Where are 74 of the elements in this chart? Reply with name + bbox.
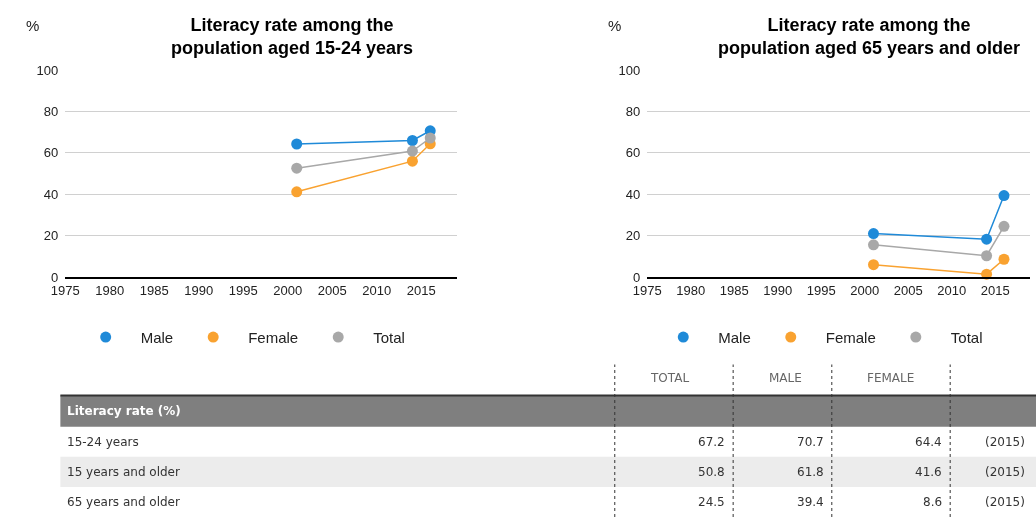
legend-label: Total (950, 328, 983, 346)
point (406, 145, 418, 157)
category-label: 15-24 years (67, 435, 139, 449)
y-tick-label: 60 (43, 145, 59, 161)
data-label: 39.4 (797, 495, 824, 509)
point (981, 250, 993, 262)
point (406, 134, 418, 146)
legend-label: Female (825, 328, 876, 346)
x-tick-label: 1985 (139, 282, 169, 298)
category-label: 65 years and older (67, 495, 180, 509)
x-tick-label: 1995 (228, 282, 258, 298)
legend-label: Total (373, 328, 405, 346)
x-tick-label: 2000 (273, 282, 303, 298)
data-label: 24.5 (698, 495, 725, 509)
data-label: 8.6 (923, 495, 943, 509)
text: TOTAL (650, 371, 690, 385)
x-tick-label: 1990 (763, 282, 793, 298)
x-tick-label: 1975 (632, 282, 662, 298)
text: FEMALE (867, 371, 915, 385)
data-label: 67.2 (698, 435, 725, 449)
chart-title: Literacy rate among the population aged 65 years and older (718, 15, 1021, 59)
y-axis-title: % (608, 17, 622, 34)
data-label: 70.7 (797, 435, 824, 449)
legend-label: Female (248, 328, 299, 346)
data-label: 41.6 (915, 465, 942, 479)
text: MALE (769, 371, 802, 385)
legend-label: Male (718, 328, 751, 346)
x-tick-label: 1995 (806, 282, 836, 298)
y-tick-label: 40 (43, 186, 59, 202)
x-tick-label: 2010 (362, 282, 392, 298)
point (868, 259, 879, 271)
y-tick-label: 0 (633, 269, 641, 285)
x-tick-label: 2010 (937, 282, 967, 298)
legend-label: Male (140, 328, 174, 346)
point (981, 233, 993, 245)
x-tick-label: 1980 (95, 282, 125, 298)
data-label: (2015) (985, 435, 1025, 449)
point (868, 239, 879, 251)
text: Literacy rate (%) (67, 404, 181, 418)
x-tick-label: 1975 (50, 282, 80, 298)
data-label: 50.8 (698, 465, 725, 479)
point (406, 155, 418, 167)
point (291, 162, 303, 174)
y-tick-label: 100 (36, 62, 59, 78)
y-tick-label: 100 (618, 62, 641, 78)
x-tick-label: 2005 (893, 282, 923, 298)
point (998, 253, 1010, 265)
x-tick-label: 2015 (406, 282, 436, 298)
x-tick-label: 2005 (317, 282, 347, 298)
point (424, 132, 436, 144)
y-tick-label: 0 (51, 269, 59, 285)
x-tick-label: 1980 (676, 282, 706, 298)
y-axis-title: % (26, 17, 40, 34)
point (998, 190, 1010, 202)
data-label: 64.4 (915, 435, 942, 449)
y-tick-label: 20 (43, 228, 59, 244)
y-tick-label: 20 (625, 228, 641, 244)
x-tick-label: 2000 (850, 282, 880, 298)
category-label: 15 years and older (67, 465, 180, 479)
data-label: 61.8 (797, 465, 824, 479)
x-tick-label: 1985 (719, 282, 749, 298)
y-tick-label: 60 (625, 145, 641, 161)
y-tick-label: 80 (43, 104, 59, 120)
data-label: (2015) (985, 495, 1025, 509)
y-tick-label: 80 (625, 104, 641, 120)
point (868, 228, 879, 240)
data-label: (2015) (985, 465, 1025, 479)
point (998, 220, 1010, 232)
point (291, 186, 303, 198)
point (291, 138, 303, 150)
x-tick-label: 2015 (980, 282, 1010, 298)
chart-title: Literacy rate among the population aged 15-24 years (171, 15, 414, 59)
x-tick-label: 1990 (184, 282, 214, 298)
y-tick-label: 40 (625, 186, 641, 202)
